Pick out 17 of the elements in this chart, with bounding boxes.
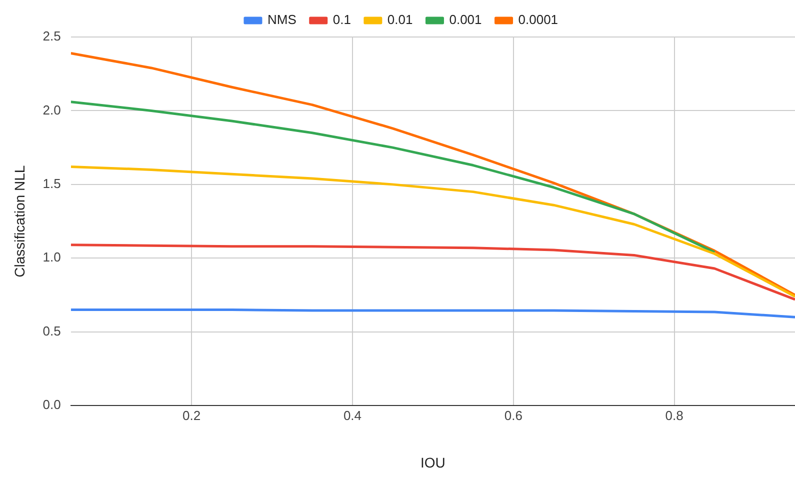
- x-tick-label: 0.4: [343, 408, 362, 423]
- legend-label: NMS: [267, 12, 297, 28]
- y-tick-label: 1.5: [42, 176, 61, 192]
- x-tick-label: 0.2: [182, 408, 201, 423]
- y-tick-label: 2.5: [42, 28, 61, 44]
- legend-label: 0.0001: [518, 12, 558, 28]
- y-tick-label: 1.0: [42, 250, 61, 265]
- legend-label: 0.1: [332, 12, 351, 28]
- y-tick-label: 0.0: [42, 397, 61, 412]
- x-axis-title: IOU: [420, 454, 446, 470]
- x-tick-label: 0.8: [665, 408, 684, 423]
- x-tick-label: 0.6: [504, 408, 522, 423]
- legend-label: 0.001: [449, 12, 482, 28]
- y-tick-label: 2.0: [42, 102, 61, 118]
- legend-label: 0.01: [387, 12, 413, 28]
- y-axis-title: Classification NLL: [11, 165, 28, 278]
- y-tick-label: 0.5: [42, 323, 61, 338]
